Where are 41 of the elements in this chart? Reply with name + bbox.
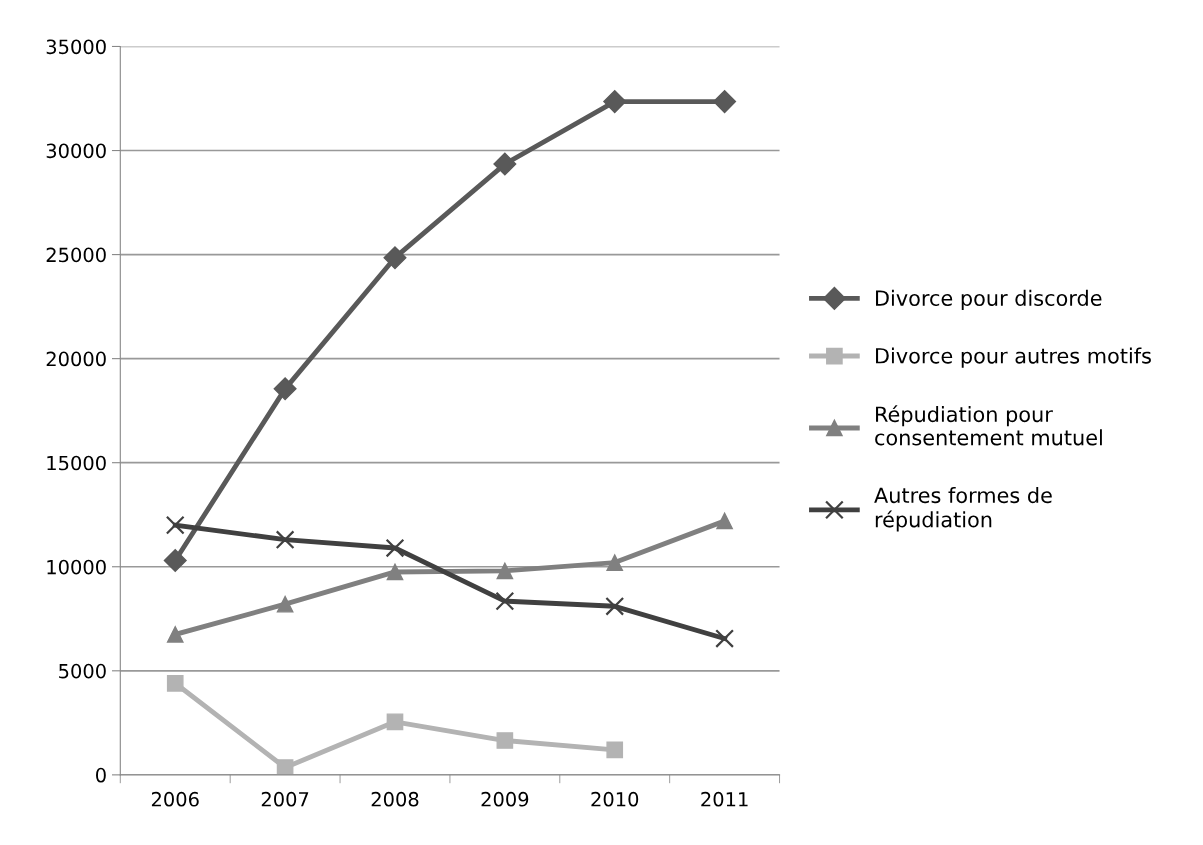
y-tick-label: 15000	[47, 455, 106, 471]
point	[606, 741, 624, 759]
point	[163, 549, 187, 573]
y-tick-label: 5000	[59, 663, 106, 679]
point	[603, 90, 627, 114]
legend-label: Divorce pour autres motifs	[876, 347, 1151, 368]
point	[496, 732, 514, 749]
point	[166, 674, 184, 692]
y-tick-label: 10000	[47, 559, 106, 575]
y-tick-label: 20000	[46, 351, 106, 367]
y-tick-label: 35000	[46, 39, 106, 55]
point	[165, 515, 185, 535]
point	[605, 596, 625, 616]
point	[383, 246, 407, 270]
point	[495, 591, 515, 611]
y-tick-label: 30000	[46, 143, 106, 159]
y-tick-label: 25000	[46, 247, 106, 263]
x-tick-label: 2009	[481, 791, 529, 807]
x-tick-label: 2008	[371, 791, 419, 807]
x-tick-label: 2007	[261, 791, 309, 807]
point	[606, 554, 624, 571]
point	[715, 629, 735, 648]
x-tick-label: 2010	[591, 791, 639, 807]
legend-label: Divorce pour discorde	[876, 289, 1102, 311]
legend-label: Autres formes de répudiation	[874, 487, 1052, 532]
y-tick-label: 0	[96, 767, 106, 783]
point	[275, 530, 295, 550]
point	[493, 152, 517, 176]
point	[273, 377, 297, 401]
point	[713, 90, 737, 114]
legend-label: Répudiation pour consentement mutuel	[875, 405, 1102, 446]
point	[385, 538, 405, 558]
point	[386, 713, 404, 731]
point	[276, 595, 294, 613]
point	[166, 626, 184, 643]
point	[716, 512, 733, 530]
x-tick-label: 2006	[151, 791, 199, 807]
point	[496, 562, 514, 580]
point	[276, 759, 294, 775]
x-tick-label: 2011	[701, 791, 748, 807]
point	[386, 563, 404, 581]
